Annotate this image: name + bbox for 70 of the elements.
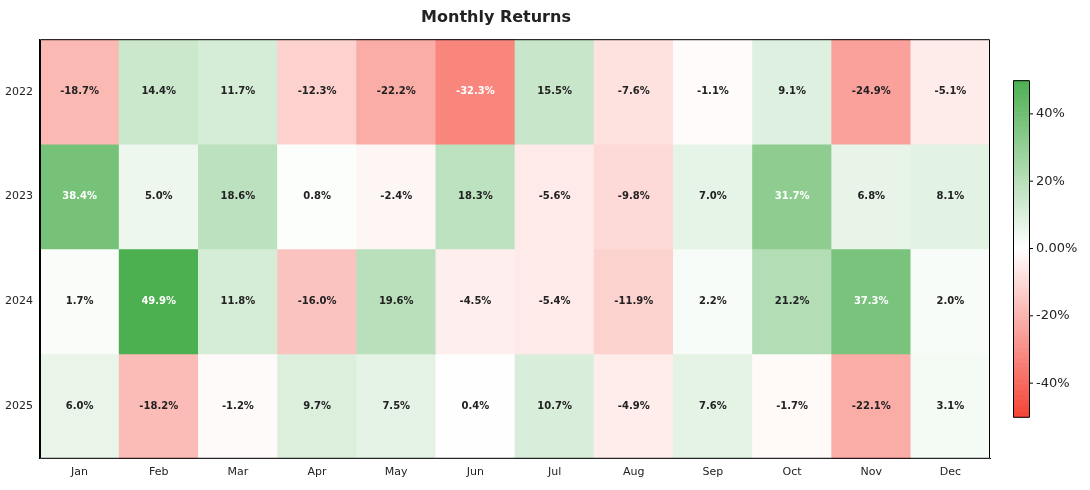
data-label: -16.0% <box>297 295 337 307</box>
data-label: 11.7% <box>220 85 256 97</box>
data-label: 2.0% <box>936 295 965 307</box>
data-label: 37.3% <box>853 295 889 307</box>
x-tick-label: Jan <box>70 465 89 479</box>
data-label: 0.4% <box>461 399 490 411</box>
x-tick-label: Jul <box>546 465 562 479</box>
data-label: -12.3% <box>297 85 337 97</box>
data-label: -2.4% <box>380 190 413 202</box>
data-label: -9.8% <box>617 190 650 202</box>
data-label: -11.9% <box>614 295 654 307</box>
data-label: 8.1% <box>936 190 965 202</box>
data-label: 2.2% <box>699 295 727 307</box>
color-bar-label: -40% <box>1036 374 1070 390</box>
data-label: 10.7% <box>537 399 572 411</box>
x-tick-label: Oct <box>782 465 803 479</box>
data-label: 21.2% <box>774 295 810 307</box>
data-label: -5.4% <box>538 295 571 307</box>
data-label: 3.1% <box>936 399 965 411</box>
data-label: 18.6% <box>220 190 256 202</box>
data-label: -1.1% <box>696 85 729 97</box>
color-bar-label: 20% <box>1036 172 1065 188</box>
data-label: 5.0% <box>144 190 173 202</box>
data-label: -7.6% <box>617 85 650 97</box>
data-label: 7.6% <box>699 399 727 411</box>
x-tick-label: Feb <box>149 465 169 479</box>
data-label: 15.5% <box>537 85 572 97</box>
data-label: 6.0% <box>65 399 94 411</box>
x-tick-label: May <box>384 465 409 479</box>
data-label: 0.8% <box>303 190 331 202</box>
data-label: 49.9% <box>141 295 177 307</box>
y-tick-label: 2025 <box>4 399 33 413</box>
x-tick-label: Sep <box>702 465 724 479</box>
data-label: -24.9% <box>851 85 891 97</box>
x-tick-label: Dec <box>939 465 962 479</box>
y-tick-label: 2023 <box>4 189 33 203</box>
data-label: 7.0% <box>699 190 727 202</box>
x-tick-label: Jun <box>465 465 485 479</box>
data-label: 31.7% <box>774 190 810 202</box>
data-label: -1.2% <box>221 399 254 411</box>
data-label: 9.1% <box>778 85 806 97</box>
data-label: 14.4% <box>141 85 177 97</box>
data-label: -1.7% <box>776 399 809 411</box>
chart-title: Monthly Returns <box>421 6 571 26</box>
x-tick-label: Apr <box>307 465 328 479</box>
data-label: 7.5% <box>382 399 411 411</box>
data-label: -5.6% <box>538 190 571 202</box>
data-label: -4.9% <box>617 399 650 411</box>
color-bar-label: -20% <box>1036 307 1070 323</box>
data-label: 19.6% <box>378 295 414 307</box>
data-label: -5.1% <box>934 85 967 97</box>
x-tick-label: Nov <box>860 465 883 479</box>
data-label: -22.1% <box>851 399 891 411</box>
data-label: 1.7% <box>65 295 94 307</box>
data-label: 6.8% <box>857 190 886 202</box>
y-tick-label: 2022 <box>4 84 33 98</box>
data-label: 9.7% <box>303 399 331 411</box>
data-label: 18.3% <box>458 190 493 202</box>
color-bar-label: 40% <box>1036 105 1065 121</box>
x-tick-label: Mar <box>227 465 249 479</box>
color-bar-label: 0.00% <box>1036 239 1078 255</box>
y-tick-label: 2024 <box>4 294 33 308</box>
data-label: -18.7% <box>60 85 99 97</box>
data-label: -32.3% <box>455 85 495 97</box>
data-label: -22.2% <box>376 85 416 97</box>
x-tick-label: Aug <box>623 465 645 479</box>
data-label: 11.8% <box>220 295 256 307</box>
data-label: 38.4% <box>62 190 97 202</box>
data-label: -4.5% <box>459 295 492 307</box>
data-label: -18.2% <box>139 399 179 411</box>
